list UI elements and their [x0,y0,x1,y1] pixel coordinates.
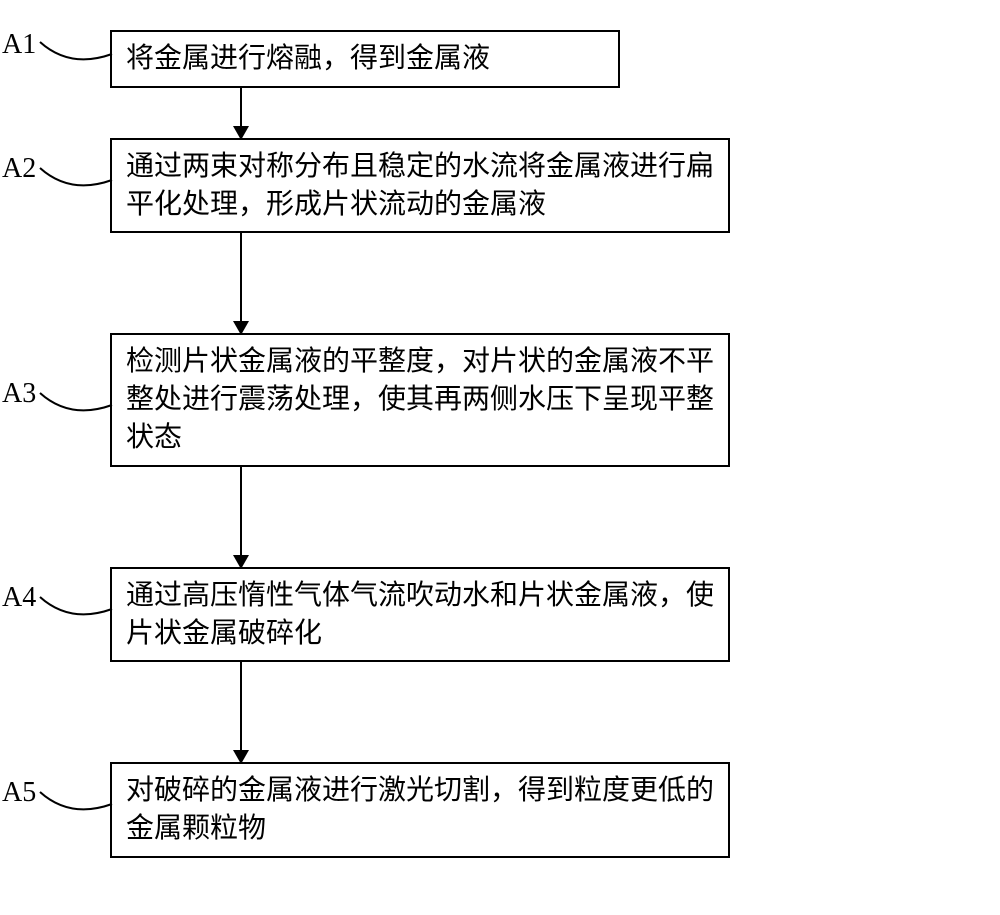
step-label-a4: A4 [2,579,36,617]
step-box-a4: A4通过高压惰性气体气流吹动水和片状金属液，使片状金属破碎化 [110,567,730,663]
step-label-a5: A5 [2,774,36,812]
label-connector-a1 [40,34,120,74]
step-label-wrap-a4: A4 [2,569,112,661]
label-connector-a3 [40,385,120,425]
arrow-a1-down [240,88,242,138]
step-label-a2: A2 [2,150,36,188]
step-text-a1: 将金属进行熔融，得到金属液 [126,43,490,74]
step-box-a1: A1将金属进行熔融，得到金属液 [110,30,620,88]
label-connector-a2 [40,160,120,200]
step-box-a3: A3检测片状金属液的平整度，对片状的金属液不平整处进行震荡处理，使其再两侧水压下… [110,333,730,466]
step-label-wrap-a2: A2 [2,140,112,232]
arrow-a3-down [240,467,242,567]
label-connector-a4 [40,589,120,629]
arrow-a2-down [240,233,242,333]
label-connector-a5 [40,784,120,824]
step-text-a3: 检测片状金属液的平整度，对片状的金属液不平整处进行震荡处理，使其再两侧水压下呈现… [126,346,714,453]
step-text-a2: 通过两束对称分布且稳定的水流将金属液进行扁平化处理，形成片状流动的金属液 [126,151,714,220]
step-label-a1: A1 [2,26,36,64]
flowchart-container: A1将金属进行熔融，得到金属液 A2通过两束对称分布且稳定的水流将金属液进行扁平化… [110,30,730,858]
step-label-wrap-a3: A3 [2,335,112,464]
step-text-a4: 通过高压惰性气体气流吹动水和片状金属液，使片状金属破碎化 [126,580,714,649]
step-label-a3: A3 [2,375,36,413]
step-box-a2: A2通过两束对称分布且稳定的水流将金属液进行扁平化处理，形成片状流动的金属液 [110,138,730,234]
step-label-wrap-a1: A1 [2,32,112,86]
arrow-a4-down [240,662,242,762]
step-text-a5: 对破碎的金属液进行激光切割，得到粒度更低的金属颗粒物 [126,775,714,844]
step-box-a5: A5对破碎的金属液进行激光切割，得到粒度更低的金属颗粒物 [110,762,730,858]
step-label-wrap-a5: A5 [2,764,112,856]
